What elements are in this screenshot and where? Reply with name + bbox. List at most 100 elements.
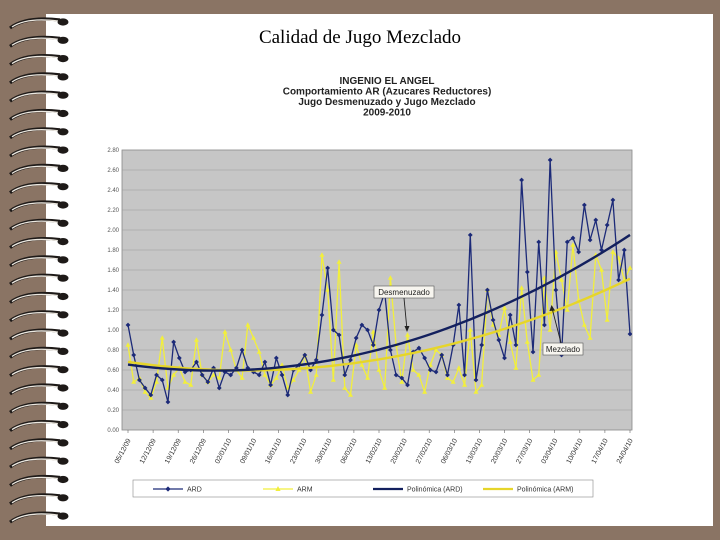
- binding-hole: [57, 292, 69, 301]
- arm-point: [416, 372, 422, 377]
- ard-point: [165, 399, 171, 405]
- arm-point: [433, 347, 439, 352]
- arm-point: [319, 252, 325, 257]
- arm-point: [222, 329, 228, 334]
- arm-point: [399, 379, 405, 384]
- annotation-arrow-desmenuzado: [403, 297, 408, 331]
- legend-marker: [165, 486, 171, 492]
- binding-hole: [57, 73, 69, 81]
- binding-ring-highlight: [11, 74, 59, 83]
- arm-point: [216, 375, 222, 380]
- ard-point: [285, 392, 291, 398]
- arm-point: [182, 379, 188, 384]
- arm-point: [159, 335, 165, 340]
- y-tick-label: 2.60: [107, 168, 119, 174]
- arm-point: [171, 372, 177, 377]
- ard-point: [405, 382, 410, 388]
- annotation-desmenuzado: Desmenuzado: [378, 288, 430, 297]
- arm-point: [359, 362, 365, 367]
- binding-hole: [57, 274, 69, 282]
- ard-point: [445, 372, 450, 378]
- legend-label: Polinómica (ARM): [517, 487, 573, 494]
- binding-hole: [57, 421, 69, 429]
- arm-point: [536, 372, 542, 377]
- ard-point: [433, 369, 439, 375]
- chart-title-line: INGENIO EL ANGEL: [339, 76, 434, 87]
- ard-point: [336, 332, 342, 338]
- ard-point: [142, 385, 148, 391]
- ard-point: [182, 369, 188, 375]
- ard-point: [251, 369, 256, 375]
- ard-point: [393, 372, 399, 378]
- ard-point: [176, 355, 182, 361]
- ard-point: [530, 349, 536, 355]
- ard-point: [502, 355, 507, 361]
- ard-point: [416, 345, 422, 351]
- ard-point: [365, 327, 370, 333]
- arm-point: [353, 342, 359, 347]
- arm-point: [273, 375, 279, 380]
- binding-hole: [57, 347, 69, 355]
- ard-point: [473, 377, 479, 383]
- binding-hole: [57, 366, 69, 374]
- arm-point: [336, 259, 342, 264]
- arm-point: [587, 335, 593, 340]
- binding-hole: [57, 55, 69, 63]
- ard-point: [302, 352, 308, 358]
- y-tick-label: 1.40: [107, 288, 119, 294]
- arm-point: [256, 349, 262, 354]
- y-tick-label: 0.20: [107, 408, 119, 414]
- arm-point: [564, 307, 570, 312]
- ard-point: [587, 237, 593, 243]
- arm-point: [422, 389, 428, 394]
- ard-point: [456, 302, 462, 308]
- arm-point: [279, 362, 285, 367]
- binding-ring-highlight: [11, 385, 59, 394]
- arm-point: [251, 335, 256, 340]
- ard-point: [513, 342, 519, 348]
- binding-ring-highlight: [11, 495, 59, 504]
- ard-point: [279, 372, 285, 378]
- y-tick-label: 0.40: [107, 388, 119, 394]
- ard-point: [273, 355, 279, 361]
- ard-point: [239, 347, 245, 353]
- arm-point: [604, 317, 610, 322]
- arm-point: [142, 389, 148, 394]
- arm-point: [502, 305, 507, 310]
- ard-point: [228, 372, 234, 378]
- ard-point: [376, 307, 382, 313]
- arm-point: [444, 375, 450, 380]
- ard-point: [581, 202, 587, 208]
- chart-title-line: Jugo Desmenuzado y Jugo Mezclado: [298, 97, 475, 108]
- arm-point: [342, 385, 348, 390]
- plot-series: [125, 157, 632, 405]
- binding-hole: [57, 311, 69, 319]
- binding-hole: [57, 475, 69, 484]
- ard-point: [524, 269, 530, 275]
- arrowhead-mezclado: [549, 305, 555, 311]
- arm-point: [308, 389, 314, 394]
- arm-point: [598, 267, 604, 272]
- arm-point: [410, 367, 416, 372]
- ard-point: [621, 247, 627, 253]
- ard-point: [422, 355, 428, 361]
- legend-marker: [275, 486, 281, 491]
- binding-ring-highlight: [11, 92, 59, 101]
- binding-hole: [57, 256, 69, 264]
- arm-point: [467, 327, 473, 332]
- ard-point: [268, 382, 274, 388]
- binding-hole: [57, 384, 69, 392]
- ard-point: [519, 177, 525, 183]
- ard-point: [553, 287, 559, 293]
- binding-ring-highlight: [11, 257, 59, 266]
- binding-hole: [57, 36, 69, 44]
- arm-point: [193, 337, 199, 342]
- arm-point: [427, 362, 433, 367]
- arm-point: [479, 382, 485, 387]
- binding-ring-highlight: [11, 220, 59, 229]
- slide-title: Calidad de Jugo Mezclado: [258, 27, 462, 48]
- ard-point: [627, 331, 632, 337]
- ard-point: [462, 372, 467, 378]
